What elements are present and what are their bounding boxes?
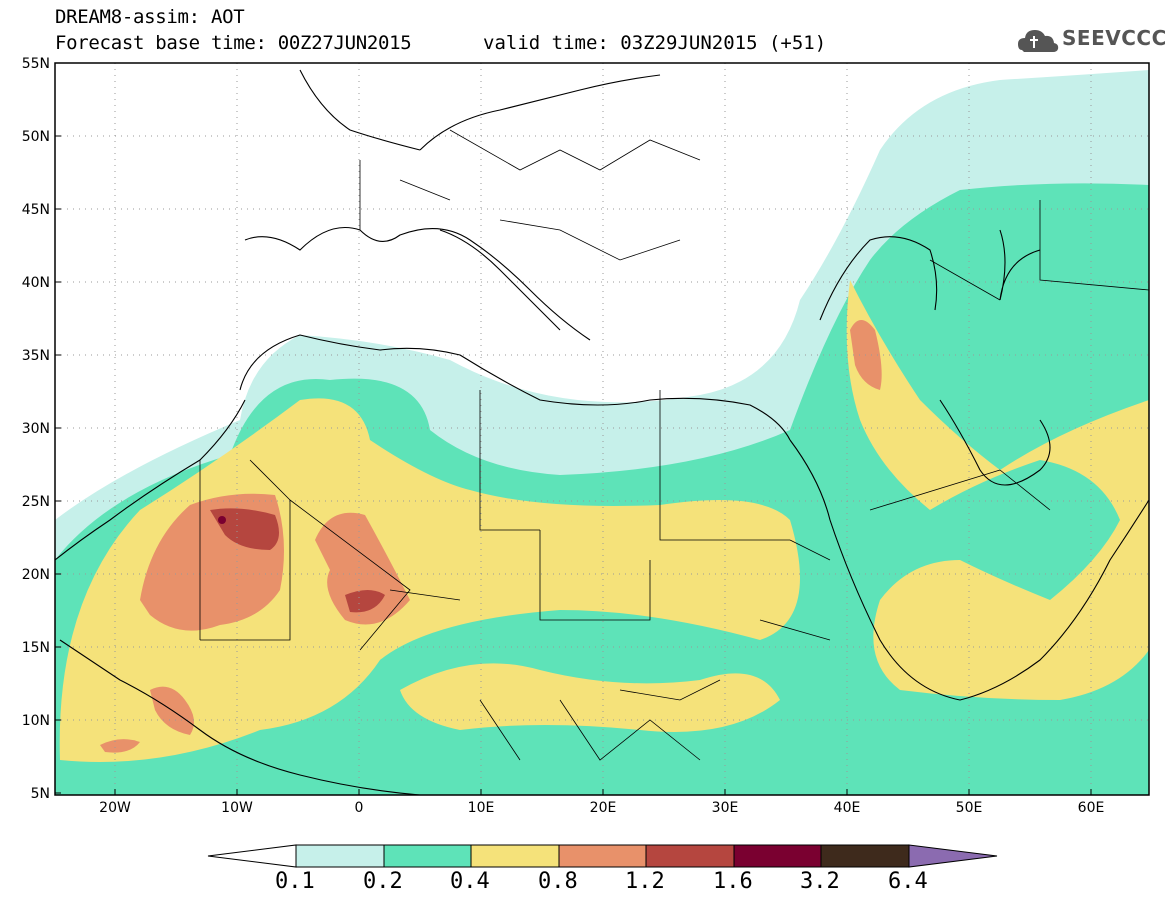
colorbar-swatch — [470, 844, 560, 868]
forecast-base-time: Forecast base time: 00Z27JUN2015 — [55, 32, 412, 54]
brand-logo-text: SEEVCCC — [1062, 26, 1165, 50]
lat-label: 5N — [31, 786, 50, 802]
lon-label: 50E — [956, 800, 983, 816]
lat-label: 55N — [22, 56, 50, 72]
colorbar-label: 0.8 — [538, 869, 578, 894]
colorbar-swatch — [733, 844, 822, 868]
lat-label: 15N — [22, 640, 50, 656]
valid-time: valid time: 03Z29JUN2015 (+51) — [483, 32, 827, 54]
lat-label: 40N — [22, 275, 50, 291]
lon-label: 60E — [1078, 800, 1105, 816]
colorbar-label: 0.1 — [275, 869, 315, 894]
lat-label: 20N — [22, 567, 50, 583]
lat-label: 25N — [22, 494, 50, 510]
colorbar-label: 0.2 — [363, 869, 403, 894]
aot-band-0.8-b — [315, 512, 410, 625]
aot-band-1.6 — [218, 516, 226, 524]
lon-label: 20W — [99, 800, 131, 816]
lon-label: 10E — [468, 800, 495, 816]
colorbar-swatch — [558, 844, 647, 868]
aot-band-0.4 — [59, 398, 800, 762]
lat-label: 45N — [22, 202, 50, 218]
colorbar-label: 6.4 — [888, 869, 928, 894]
lon-label: 10W — [221, 800, 253, 816]
cloud-icon — [1018, 30, 1059, 52]
colorbar-swatch — [295, 844, 385, 868]
colorbar-label: 1.2 — [625, 869, 665, 894]
colorbar-under-triangle — [207, 844, 297, 868]
map-title: DREAM8-assim: AOT — [55, 6, 245, 28]
lon-label: 0 — [355, 800, 364, 816]
aot-band-1.2-b — [345, 590, 385, 613]
lon-label: 30E — [712, 800, 739, 816]
colorbar-swatch — [383, 844, 472, 868]
colorbar-label: 1.6 — [713, 869, 753, 894]
borders — [199, 129, 1149, 761]
aot-band-0.8-e — [100, 739, 140, 753]
colorbar — [207, 844, 998, 868]
lon-label: 40E — [834, 800, 861, 816]
colorbar-swatch — [820, 844, 910, 868]
lat-label: 10N — [22, 713, 50, 729]
aot-band-0.4-sahel — [400, 663, 780, 732]
colorbar-label: 3.2 — [800, 869, 840, 894]
aot-band-1.2 — [210, 508, 279, 550]
lat-label: 35N — [22, 348, 50, 364]
colorbar-label: 0.4 — [450, 869, 490, 894]
colorbar-swatch — [645, 844, 735, 868]
coastlines — [55, 69, 1149, 795]
lon-label: 20E — [590, 800, 617, 816]
colorbar-over-triangle — [908, 844, 998, 868]
aot-band-0.4-east — [846, 280, 1149, 700]
lat-label: 50N — [22, 129, 50, 145]
lat-label: 30N — [22, 421, 50, 437]
